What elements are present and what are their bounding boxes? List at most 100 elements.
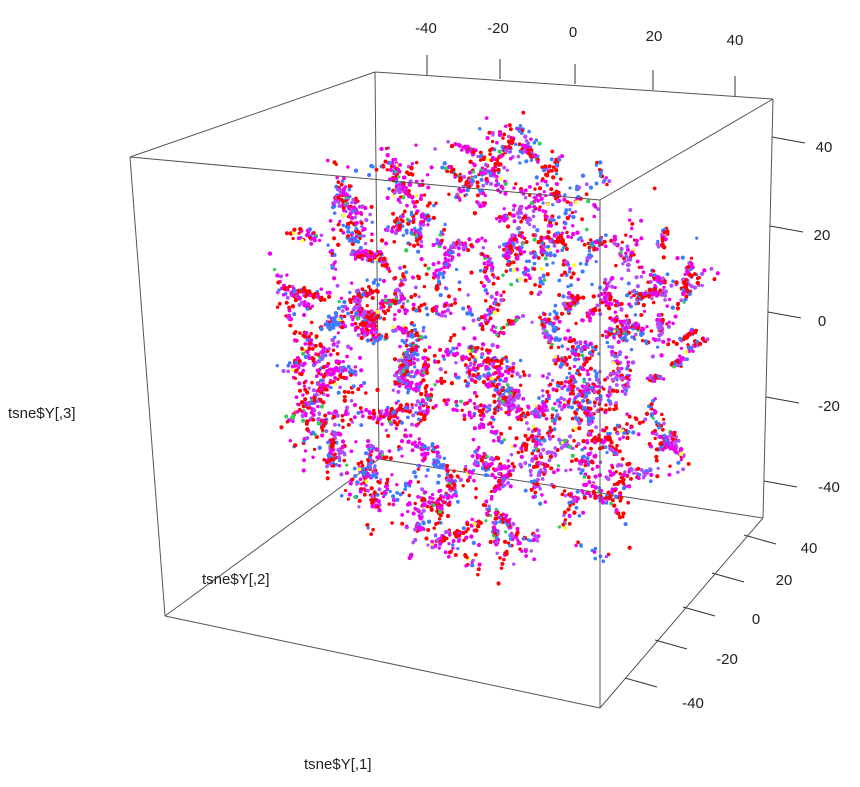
data-point [585, 381, 590, 386]
data-point [426, 357, 430, 362]
data-point [533, 454, 538, 459]
data-point [447, 294, 451, 299]
data-point [523, 433, 528, 438]
data-point [483, 288, 488, 293]
data-point [439, 230, 444, 234]
data-point [552, 358, 556, 363]
data-point [548, 223, 554, 228]
data-point [490, 328, 494, 332]
data-point [431, 215, 437, 221]
data-point [586, 372, 590, 377]
data-point [594, 259, 598, 264]
data-point [566, 507, 571, 512]
data-point [477, 317, 481, 321]
data-point [287, 361, 292, 365]
data-point [607, 435, 612, 440]
data-point [510, 533, 514, 538]
data-point [563, 221, 568, 226]
data-point [543, 164, 548, 169]
data-point [342, 389, 347, 394]
data-point [504, 513, 509, 517]
data-point [542, 190, 546, 194]
data-point [590, 467, 595, 471]
data-point [511, 468, 515, 473]
data-point [513, 391, 517, 395]
data-point [288, 438, 293, 443]
data-point [474, 487, 478, 491]
data-point [510, 461, 515, 466]
data-point [521, 270, 526, 275]
data-point [401, 274, 406, 279]
data-point [413, 226, 417, 230]
data-point [425, 407, 430, 412]
data-point [519, 383, 523, 387]
data-point [301, 404, 306, 409]
data-point [374, 167, 379, 172]
data-point [354, 369, 358, 374]
data-point [538, 501, 543, 506]
data-point [660, 412, 664, 417]
data-point [415, 443, 419, 448]
data-point [518, 161, 522, 165]
data-point [636, 466, 641, 471]
data-point [617, 479, 622, 484]
data-point [576, 344, 581, 350]
data-point [569, 468, 573, 472]
data-point [333, 409, 338, 414]
data-point [413, 474, 418, 479]
data-point [522, 414, 526, 418]
data-point [516, 450, 521, 455]
data-point [457, 280, 462, 285]
data-point [275, 273, 280, 278]
data-point [499, 217, 503, 221]
data-point [426, 223, 430, 227]
data-point [403, 483, 408, 487]
data-point [612, 426, 618, 432]
data-point [397, 300, 401, 305]
data-point [348, 212, 353, 217]
data-point [478, 150, 483, 155]
data-point [563, 384, 567, 388]
data-point [441, 354, 446, 358]
data-point [494, 507, 498, 511]
data-point [535, 539, 540, 543]
data-point [423, 401, 428, 406]
data-point [346, 344, 351, 349]
data-point [287, 305, 291, 310]
data-point [524, 159, 529, 164]
data-point [555, 383, 560, 388]
data-point [414, 193, 419, 198]
data-point [434, 308, 439, 313]
data-point [490, 269, 494, 273]
data-point [431, 447, 436, 452]
data-point [410, 402, 414, 407]
data-point [661, 377, 666, 381]
data-point [634, 301, 638, 306]
data-point [667, 472, 672, 477]
data-point [587, 480, 592, 485]
data-point [645, 325, 649, 329]
data-point [307, 334, 311, 339]
data-point [401, 296, 407, 301]
data-point [490, 139, 495, 144]
data-point [649, 472, 654, 477]
data-point [529, 487, 534, 492]
data-point [337, 318, 341, 322]
data-point [619, 376, 624, 381]
data-point [452, 332, 457, 338]
data-point [333, 432, 338, 437]
data-point [346, 225, 350, 229]
data-point [411, 275, 415, 280]
data-point [291, 419, 295, 424]
data-point [370, 220, 374, 224]
data-point [445, 478, 450, 482]
data-point [353, 495, 357, 499]
data-point [570, 235, 574, 240]
data-point [451, 407, 456, 412]
data-point [432, 353, 437, 358]
data-point [330, 337, 335, 343]
data-point [625, 247, 631, 252]
data-point [455, 192, 460, 197]
data-point [597, 380, 602, 385]
data-point [480, 422, 486, 428]
